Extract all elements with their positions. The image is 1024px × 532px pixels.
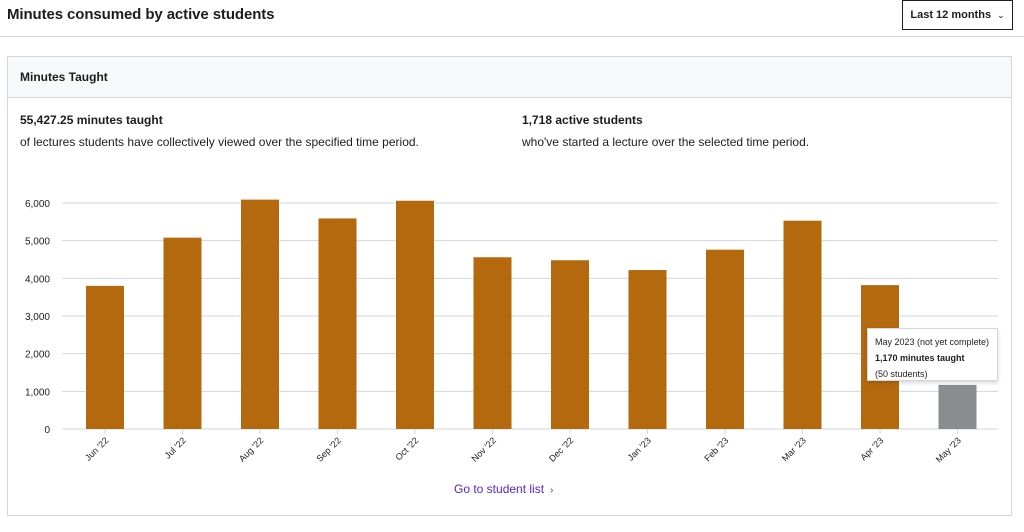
y-tick-label: 3,000 — [25, 312, 50, 323]
x-tick-label: Feb '23 — [702, 435, 730, 463]
tooltip-minutes: 1,170 minutes taught — [875, 353, 965, 363]
page-header: Minutes consumed by active students Last… — [0, 0, 1024, 37]
bar — [706, 249, 744, 429]
time-range-dropdown[interactable]: Last 12 months ⌄ — [902, 0, 1013, 30]
go-to-student-list-link[interactable]: Go to student list › — [454, 482, 553, 496]
bar — [86, 285, 124, 429]
bar — [241, 199, 279, 429]
time-range-label: Last 12 months — [910, 9, 992, 21]
bar — [163, 237, 202, 429]
y-tick-label: 0 — [44, 425, 50, 436]
minutes-stat-value: 55,427.25 minutes taught — [20, 113, 163, 127]
x-tick-label: Sep '22 — [314, 435, 342, 463]
y-tick-label: 5,000 — [25, 237, 50, 248]
students-stat-value: 1,718 active students — [522, 113, 643, 127]
y-tick-label: 6,000 — [25, 199, 50, 210]
tooltip-students: (50 students) — [875, 369, 928, 379]
x-tick-label: Jun '22 — [83, 435, 110, 462]
x-tick-label: Oct '22 — [393, 435, 420, 462]
minutes-stat: 55,427.25 minutes taught of lectures stu… — [20, 113, 419, 149]
y-tick-label: 4,000 — [25, 274, 50, 285]
y-tick-label: 1,000 — [25, 387, 50, 398]
page-title: Minutes consumed by active students — [7, 6, 275, 23]
x-tick-label: Nov '22 — [469, 435, 497, 463]
bar — [396, 200, 434, 429]
x-tick-label: Aug '22 — [237, 435, 265, 463]
student-link-label: Go to student list — [454, 482, 545, 496]
y-tick-label: 2,000 — [25, 350, 50, 361]
bar — [783, 220, 822, 429]
card-title: Minutes Taught — [8, 57, 1011, 98]
chevron-down-icon: ⌄ — [997, 9, 1005, 20]
chart-tooltip: May 2023 (not yet complete) 1,170 minute… — [867, 328, 998, 381]
x-tick-label: Apr '23 — [858, 435, 885, 462]
tooltip-month: May 2023 (not yet complete) — [875, 337, 990, 347]
bar — [318, 218, 357, 429]
bar — [551, 260, 589, 429]
x-tick-label: May '23 — [934, 435, 963, 464]
bar — [628, 270, 667, 429]
students-stat: 1,718 active students who've started a l… — [522, 113, 809, 149]
students-stat-description: who've started a lecture over the select… — [522, 135, 810, 149]
x-tick-label: Jan '23 — [626, 435, 653, 462]
x-tick-label: Mar '23 — [780, 435, 808, 463]
minutes-stat-description: of lectures students have collectively v… — [20, 135, 419, 149]
x-tick-label: Jul '22 — [163, 435, 188, 460]
bar-incomplete — [938, 384, 977, 429]
chevron-right-icon: › — [550, 485, 554, 496]
x-tick-label: Dec '22 — [547, 435, 575, 463]
bar — [473, 257, 512, 429]
